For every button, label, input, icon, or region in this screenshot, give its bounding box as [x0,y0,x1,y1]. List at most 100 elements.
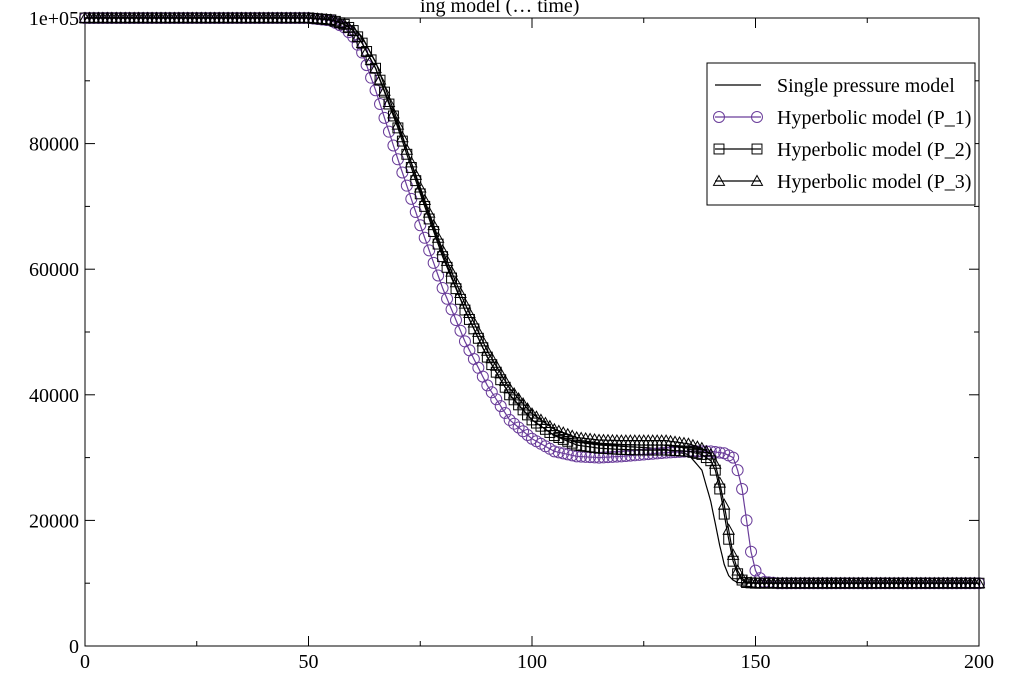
series-marker [668,435,682,447]
series-marker [476,334,490,347]
series-marker [454,286,467,298]
series-marker [382,95,396,108]
series-marker [713,446,726,459]
legend-swatch-marker [751,143,763,155]
series-marker [731,564,744,576]
series-marker [740,514,753,527]
series-marker [579,431,592,444]
series-marker [454,324,467,337]
series-marker [463,306,476,319]
series-marker [418,193,432,206]
series-marker [722,523,736,535]
series-marker [374,74,386,86]
series-marker [414,219,427,232]
series-marker [512,392,525,404]
series-marker [445,265,458,277]
series-marker [736,483,749,495]
series-marker [731,464,744,477]
series-marker [583,432,597,444]
series-marker [530,410,543,422]
series-marker [521,402,534,414]
legend-swatch-marker [750,174,764,186]
series-marker [713,476,727,488]
legend-swatch-marker [712,174,726,186]
y-tick-label: 60000 [29,259,79,281]
legend-item: Single pressure model [715,75,955,97]
series-marker [404,155,418,168]
series-marker [485,386,498,399]
series-marker [508,417,521,430]
y-tick-label: 20000 [29,510,79,532]
series-marker [379,86,390,98]
y-tick-label: 40000 [29,385,79,407]
legend: Single pressure model Hyperbolic model (P… [706,62,976,206]
series-marker [699,444,713,457]
series-marker [427,256,440,269]
series-marker [516,397,530,409]
series-marker [481,379,494,392]
series-marker [472,325,485,337]
legend-swatch-marker [751,111,763,123]
x-tick-label: 200 [964,651,994,673]
series-marker [418,231,431,244]
series-marker [574,431,588,443]
series-marker [396,130,409,143]
series-marker [512,421,525,434]
y-tick-label: 1e+05 [29,8,79,30]
series-marker [744,576,758,588]
series-marker [499,407,512,420]
series-marker [534,413,548,425]
series-marker [364,53,378,65]
series-marker [431,231,445,243]
legend-item: Hyperbolic model (P_1) [713,107,971,129]
series-marker [436,243,449,256]
series-marker [400,143,414,155]
y-tick-label: 0 [69,636,79,658]
series-marker [382,125,395,138]
series-marker [740,575,753,587]
series-marker [503,413,516,426]
series-marker [507,387,521,399]
series-4 [78,11,986,589]
series-marker [673,435,686,448]
series-marker [708,457,722,469]
x-tick-label: 0 [80,651,90,673]
series-marker [360,44,373,57]
series-marker [480,344,494,356]
axis-ticks: 0 50 100 150 200 0 20000 40000 60000 80000 1e+05 [29,8,994,673]
series-marker [735,571,749,584]
legend-swatch-marker [713,111,725,123]
series-marker [378,84,391,96]
series-marker [413,181,427,193]
series-marker [494,366,508,379]
series-marker [525,407,539,419]
series-marker [588,432,601,445]
series-marker [441,292,454,305]
series-marker [972,576,986,589]
legend-item: Hyperbolic model (P_2) [713,139,971,161]
x-tick-label: 100 [517,651,547,673]
series-marker [373,73,387,85]
series-marker [409,168,423,180]
series-marker [490,393,503,406]
series-marker [726,548,740,560]
y-tick-label: 80000 [29,134,79,156]
series-marker [342,20,356,33]
series-marker [436,282,449,295]
legend-item: Hyperbolic model (P_3) [712,171,971,193]
series-marker [355,36,369,49]
series-marker [494,400,507,413]
legend-swatch-marker [713,143,725,155]
series-marker [427,218,441,231]
series-marker [749,564,762,577]
series-marker [467,316,481,328]
series-marker [543,419,557,432]
series-marker [387,139,400,152]
series-marker [498,374,512,386]
series-marker [351,30,365,42]
series-marker [677,436,691,449]
x-tick-label: 150 [741,651,771,673]
series-marker [423,244,436,257]
series-marker [450,314,463,327]
